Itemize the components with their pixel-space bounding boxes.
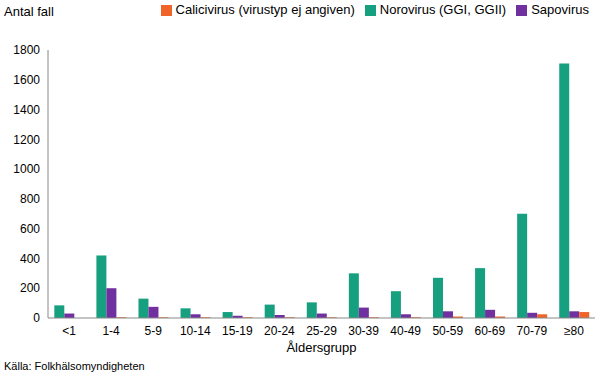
svg-text:1600: 1600 — [13, 73, 40, 87]
svg-text:30-39: 30-39 — [348, 324, 379, 338]
svg-text:1000: 1000 — [13, 162, 40, 176]
html-text:Sapovirus: Sapovirus — [531, 2, 589, 17]
html-text:Norovirus (GGI, GGII): Norovirus (GGI, GGII) — [379, 2, 507, 17]
svg-text:200: 200 — [20, 281, 40, 295]
svg-text:20-24: 20-24 — [264, 324, 295, 338]
svg-text:50-59: 50-59 — [432, 324, 463, 338]
html-text:Källa: Folkhälsomyndigheten: Källa: Folkhälsomyndigheten — [4, 360, 145, 372]
svg-text:1200: 1200 — [13, 133, 40, 147]
svg-text:25-29: 25-29 — [306, 324, 337, 338]
svg-text:1400: 1400 — [13, 103, 40, 117]
html-text:Calicivirus (virustyp ej angiv: Calicivirus (virustyp ej angiven) — [175, 2, 355, 17]
html-text:Antal fall: Antal fall — [4, 4, 54, 19]
svg-text:800: 800 — [20, 192, 40, 206]
svg-text:60-69: 60-69 — [474, 324, 505, 338]
svg-text:70-79: 70-79 — [517, 324, 548, 338]
svg-text:600: 600 — [20, 222, 40, 236]
svg-text:1800: 1800 — [13, 43, 40, 57]
svg-text:≥80: ≥80 — [564, 324, 584, 338]
html-text:Åldersgrupp: Åldersgrupp — [286, 340, 357, 355]
svg-text:10-14: 10-14 — [180, 324, 211, 338]
svg-text:400: 400 — [20, 252, 40, 266]
svg-text:40-49: 40-49 — [390, 324, 421, 338]
svg-text:0: 0 — [33, 311, 40, 325]
svg-text:15-19: 15-19 — [222, 324, 253, 338]
svg-text:1-4: 1-4 — [102, 324, 120, 338]
svg-text:5-9: 5-9 — [145, 324, 163, 338]
svg-text:<1: <1 — [62, 324, 76, 338]
